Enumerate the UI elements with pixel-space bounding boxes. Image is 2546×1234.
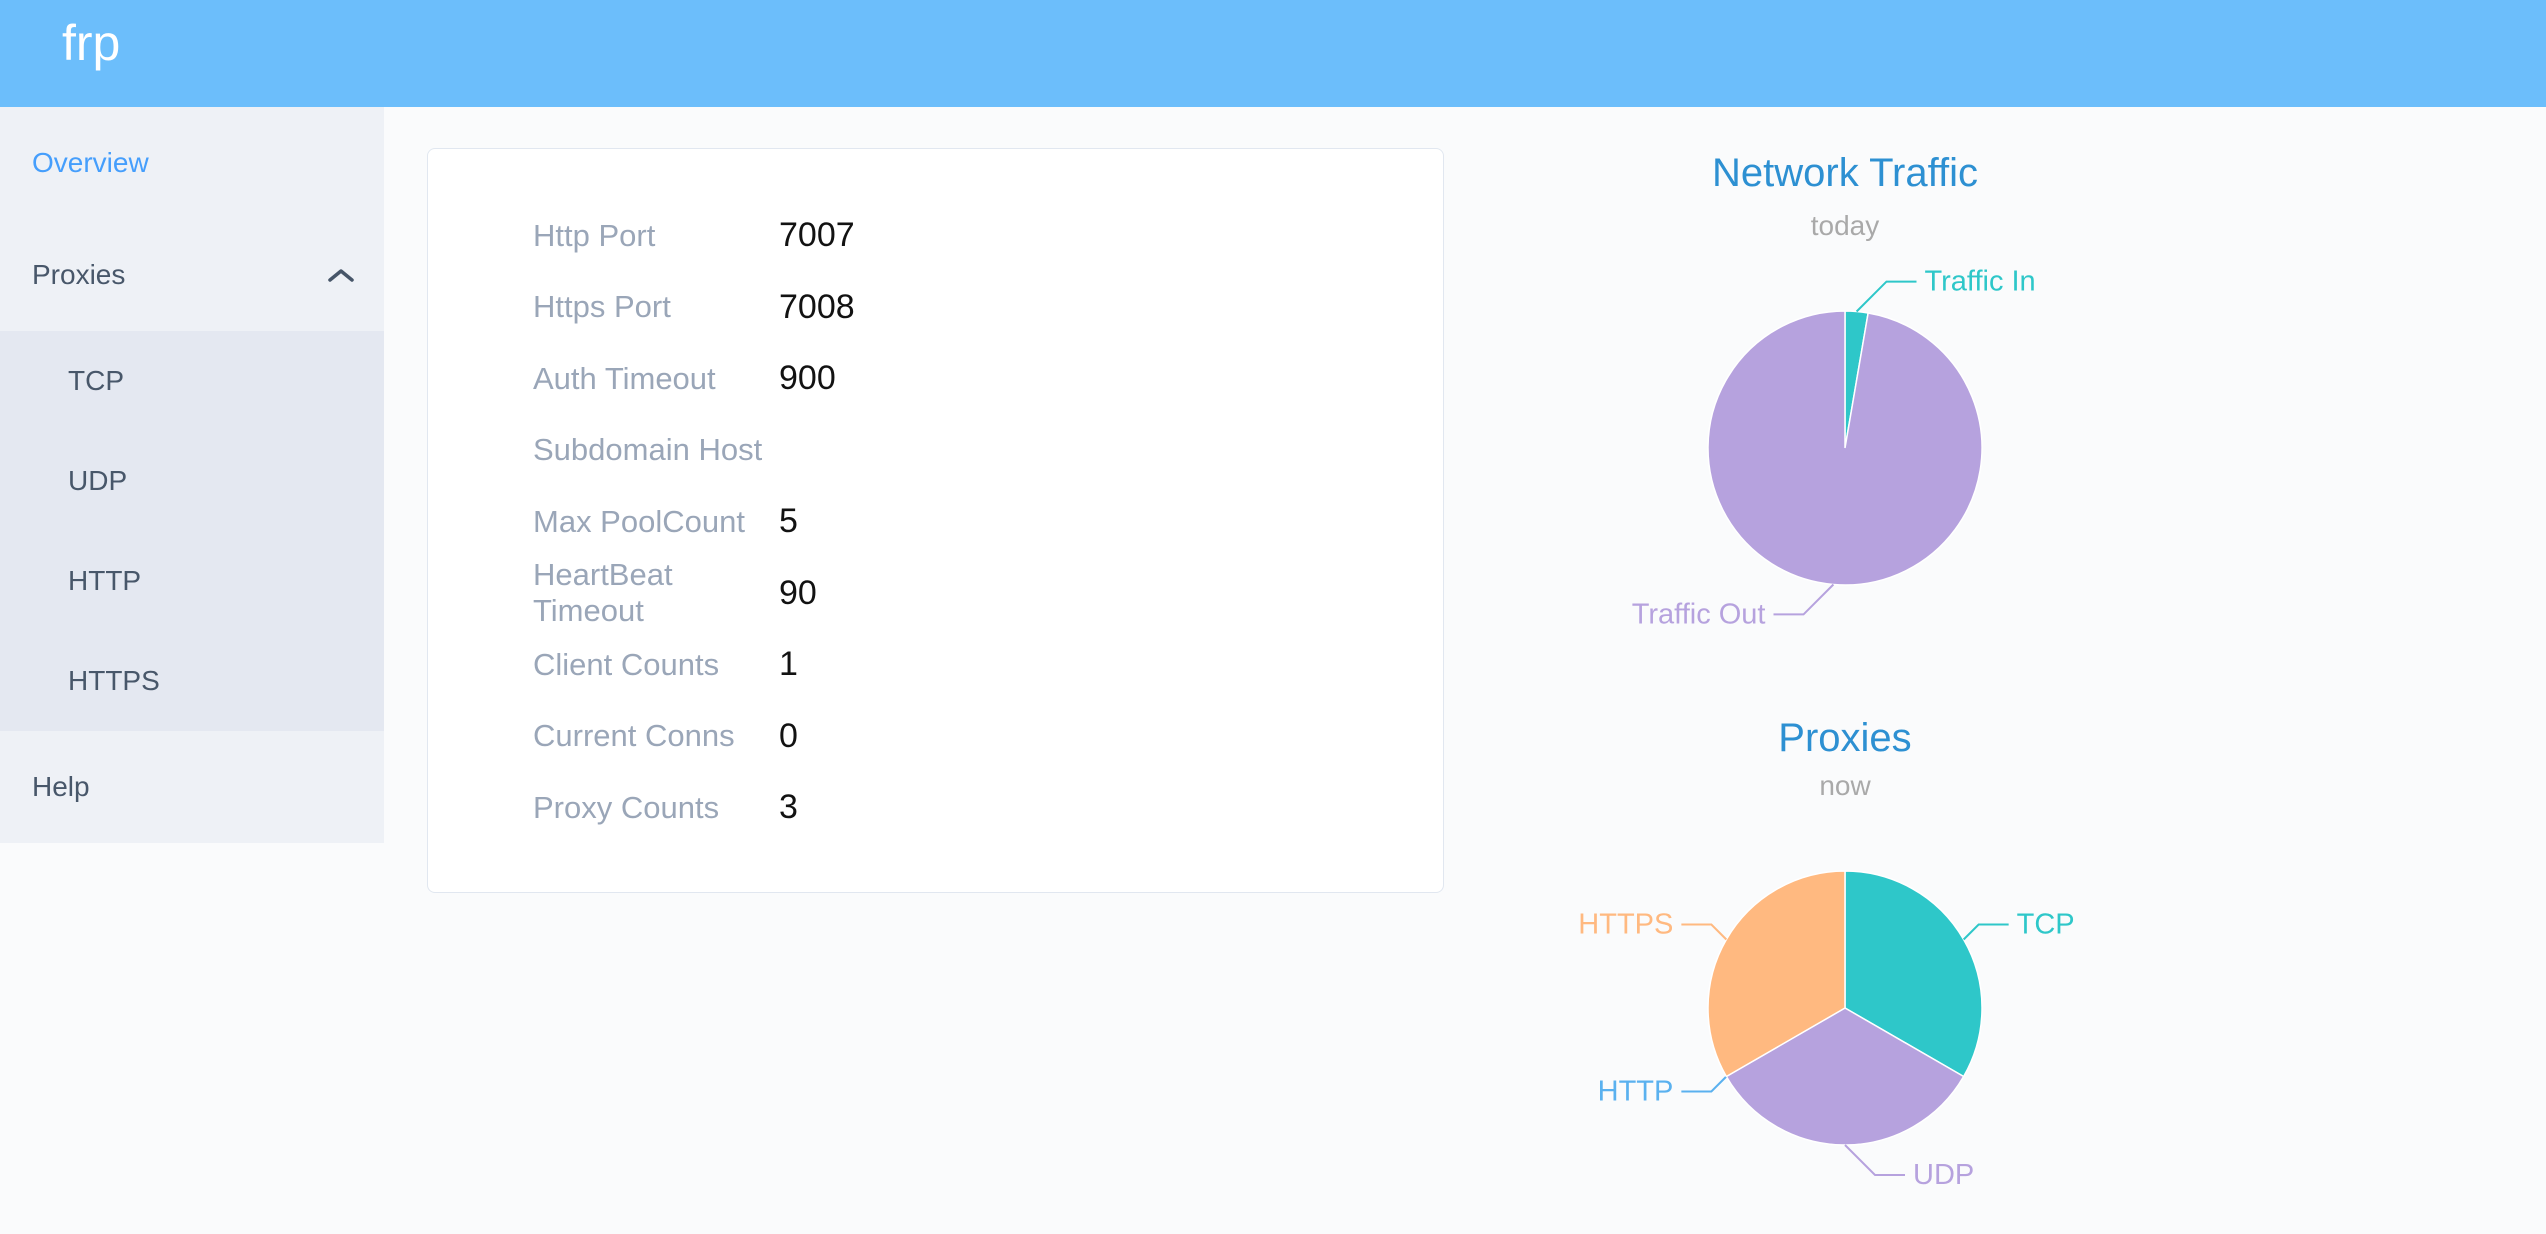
config-label: Https Port (533, 289, 671, 325)
sidebar-item-proxies[interactable]: Proxies (0, 219, 384, 331)
sidebar-item-https[interactable]: HTTPS (0, 631, 384, 731)
config-value: 3 (779, 788, 798, 827)
config-value: 7007 (779, 216, 855, 255)
pie-slice-traffic-out[interactable] (1707, 310, 1983, 586)
config-value: 90 (779, 573, 817, 612)
config-row: Client Counts 1 (428, 629, 1443, 701)
proxies-chart-subtitle: now (1819, 770, 1871, 801)
pie-slice-label: UDP (1913, 1159, 1974, 1191)
pie-label-line (1681, 923, 1728, 941)
config-value: 7008 (779, 287, 855, 326)
config-row: Http Port 7007 (428, 200, 1443, 272)
config-row: Proxy Counts 3 (428, 772, 1443, 844)
proxies-submenu: TCP UDP HTTP HTTPS (0, 331, 384, 731)
app-header: frp (0, 0, 2546, 107)
sidebar-item-label: HTTPS (68, 665, 160, 696)
config-value: 5 (779, 502, 798, 541)
config-value: 0 (779, 716, 798, 755)
chevron-up-icon (328, 268, 354, 283)
config-row: Https Port 7008 (428, 272, 1443, 344)
sidebar-item-label: Overview (32, 147, 149, 178)
pie-label-line (1855, 280, 1917, 313)
sidebar-item-label: UDP (68, 465, 128, 496)
sidebar-item-label: TCP (68, 365, 124, 396)
config-row: Current Conns 0 (428, 701, 1443, 773)
sidebar-item-help[interactable]: Help (0, 731, 384, 843)
sidebar-item-label: Help (32, 771, 90, 802)
app-logo: frp (62, 15, 121, 71)
pie-slice-label: HTTPS (1578, 909, 1673, 941)
proxies-chart-title: Proxies (1778, 716, 1912, 760)
config-label: HeartBeat Timeout (533, 557, 673, 629)
config-value: 1 (779, 645, 798, 684)
config-label: Proxy Counts (533, 789, 720, 825)
sidebar: Overview Proxies TCP UDP HTTP HTTPS Help (0, 107, 384, 843)
config-label: Subdomain Host (533, 432, 763, 468)
config-row: Subdomain Host (428, 415, 1443, 487)
server-info-card: Http Port 7007 Https Port 7008 Auth Time… (427, 148, 1444, 893)
config-row: Auth Timeout 900 (428, 343, 1443, 415)
sidebar-item-label: HTTP (68, 565, 142, 596)
pie-label-line (1962, 923, 2009, 941)
pie-label-line (1773, 583, 1835, 616)
network-traffic-chart-subtitle: today (1810, 210, 1880, 241)
config-row: HeartBeat Timeout 90 (428, 557, 1443, 630)
config-row: Max PoolCount 5 (428, 486, 1443, 558)
pie-slice-label: Traffic Out (1632, 598, 1766, 630)
config-label: Max PoolCount (533, 503, 745, 539)
sidebar-item-tcp[interactable]: TCP (0, 331, 384, 431)
pie-label-line (1844, 1144, 1905, 1176)
sidebar-item-overview[interactable]: Overview (0, 107, 384, 219)
config-label: Http Port (533, 217, 656, 253)
sidebar-item-label: Proxies (32, 259, 126, 290)
config-label: Client Counts (533, 646, 720, 682)
config-label: Auth Timeout (533, 360, 716, 396)
config-value: 900 (779, 359, 836, 398)
pie-slice-label: TCP (2017, 909, 2075, 941)
sidebar-item-http[interactable]: HTTP (0, 531, 384, 631)
config-label: Current Conns (533, 718, 735, 754)
network-traffic-chart-title: Network Traffic (1712, 151, 1978, 195)
sidebar-item-udp[interactable]: UDP (0, 431, 384, 531)
pie-slice-label: Traffic In (1924, 266, 2035, 298)
pie-slice-label: HTTP (1598, 1076, 1674, 1108)
pie-label-line (1681, 1075, 1728, 1093)
